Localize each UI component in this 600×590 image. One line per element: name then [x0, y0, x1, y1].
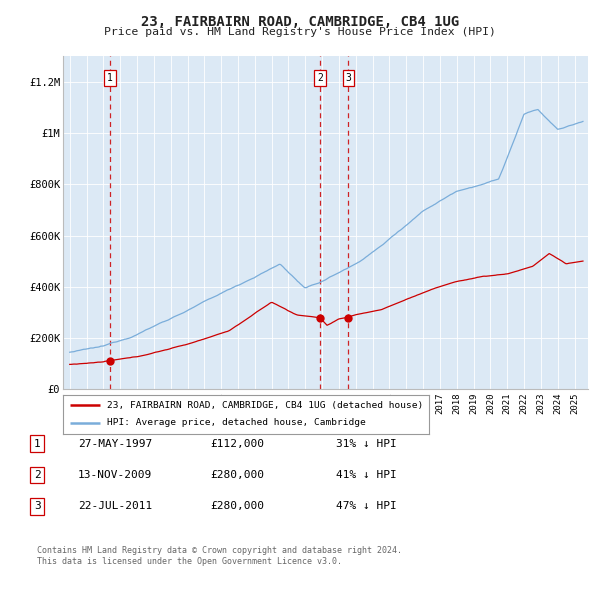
Text: 2: 2: [317, 73, 323, 83]
Text: 23, FAIRBAIRN ROAD, CAMBRIDGE, CB4 1UG (detached house): 23, FAIRBAIRN ROAD, CAMBRIDGE, CB4 1UG (…: [107, 401, 423, 410]
Text: £280,000: £280,000: [210, 470, 264, 480]
Text: 27-MAY-1997: 27-MAY-1997: [78, 439, 152, 448]
Text: HPI: Average price, detached house, Cambridge: HPI: Average price, detached house, Camb…: [107, 418, 365, 427]
Text: 3: 3: [346, 73, 352, 83]
Text: 41% ↓ HPI: 41% ↓ HPI: [336, 470, 397, 480]
Text: This data is licensed under the Open Government Licence v3.0.: This data is licensed under the Open Gov…: [37, 558, 342, 566]
Text: 47% ↓ HPI: 47% ↓ HPI: [336, 502, 397, 511]
Text: £112,000: £112,000: [210, 439, 264, 448]
Text: 31% ↓ HPI: 31% ↓ HPI: [336, 439, 397, 448]
Text: 22-JUL-2011: 22-JUL-2011: [78, 502, 152, 511]
Text: 13-NOV-2009: 13-NOV-2009: [78, 470, 152, 480]
Text: £280,000: £280,000: [210, 502, 264, 511]
Text: Price paid vs. HM Land Registry's House Price Index (HPI): Price paid vs. HM Land Registry's House …: [104, 27, 496, 37]
Text: 2: 2: [34, 470, 41, 480]
Text: 3: 3: [34, 502, 41, 511]
Text: 1: 1: [107, 73, 113, 83]
Text: 23, FAIRBAIRN ROAD, CAMBRIDGE, CB4 1UG: 23, FAIRBAIRN ROAD, CAMBRIDGE, CB4 1UG: [141, 15, 459, 29]
Text: 1: 1: [34, 439, 41, 448]
Text: Contains HM Land Registry data © Crown copyright and database right 2024.: Contains HM Land Registry data © Crown c…: [37, 546, 402, 555]
